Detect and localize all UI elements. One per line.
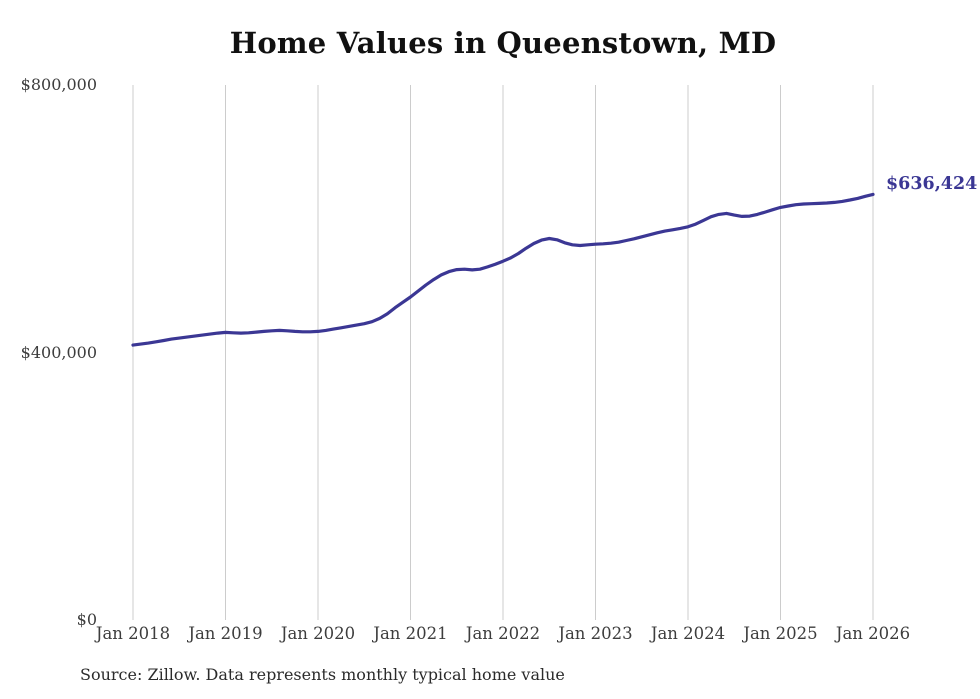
y-axis-tick-label: $800,000 [20,75,97,94]
source-note: Source: Zillow. Data represents monthly … [80,665,565,684]
y-axis-tick-label: $400,000 [20,342,97,362]
x-axis-tick-label: Jan 2022 [465,624,541,643]
x-axis-tick-label: Jan 2020 [280,624,356,643]
x-axis-tick-label: Jan 2021 [373,624,448,643]
y-axis-tick-label: $0 [76,610,97,629]
home-value-line [131,192,875,347]
x-axis-tick-label: Jan 2019 [188,624,263,643]
chart-title: Home Values in Queenstown, MD [229,26,777,60]
x-axis-tick-label: Jan 2026 [835,624,911,643]
final-value-label: $636,424 [886,174,978,194]
x-axis-tick-label: Jan 2024 [650,624,726,643]
x-axis-tick-label: Jan 2018 [95,624,171,643]
x-axis-tick-label: Jan 2025 [743,624,818,643]
x-axis-tick-label: Jan 2023 [558,624,633,643]
